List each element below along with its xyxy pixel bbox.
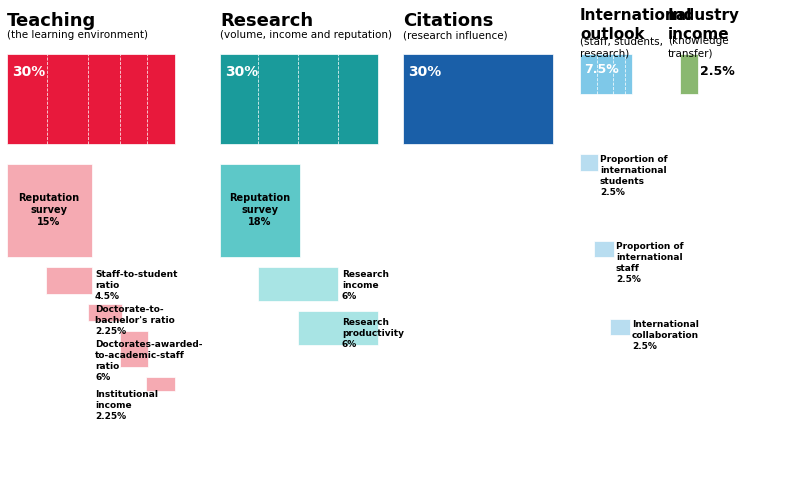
Text: 30%: 30%	[12, 65, 46, 79]
Text: 30%: 30%	[408, 65, 441, 79]
Bar	[7, 55, 175, 145]
Text: (research influence): (research influence)	[403, 30, 508, 40]
Bar	[580, 55, 632, 95]
Text: International
outlook: International outlook	[580, 8, 692, 42]
Text: Proportion of
international
staff
2.5%: Proportion of international staff 2.5%	[616, 242, 684, 284]
Text: Industry
income: Industry income	[668, 8, 740, 42]
Text: 7.5%: 7.5%	[584, 63, 619, 76]
Text: Citations: Citations	[403, 12, 494, 30]
Text: Institutional
income
2.25%: Institutional income 2.25%	[95, 389, 158, 420]
Text: Reputation
survey
15%: Reputation survey 15%	[18, 192, 79, 227]
Text: (the learning environment): (the learning environment)	[7, 30, 148, 40]
Text: Doctorate-to-
bachelor's ratio
2.25%: Doctorate-to- bachelor's ratio 2.25%	[95, 304, 175, 335]
Text: Research
productivity
6%: Research productivity 6%	[342, 318, 404, 348]
Bar	[46, 268, 92, 294]
Bar	[594, 242, 614, 257]
Bar	[298, 311, 378, 345]
Text: 2.5%: 2.5%	[700, 65, 735, 78]
Text: International
collaboration
2.5%: International collaboration 2.5%	[632, 319, 699, 350]
Text: Research: Research	[220, 12, 313, 30]
Text: 30%: 30%	[225, 65, 258, 79]
Bar	[88, 304, 122, 321]
Text: Teaching: Teaching	[7, 12, 97, 30]
Bar	[220, 55, 378, 145]
Text: (staff, students,
research): (staff, students, research)	[580, 36, 663, 58]
Text: Proportion of
international
students
2.5%: Proportion of international students 2.5…	[600, 155, 667, 197]
Bar	[258, 268, 338, 302]
Text: (volume, income and reputation): (volume, income and reputation)	[220, 30, 392, 40]
Bar	[403, 55, 553, 145]
Text: (knowledge
transfer): (knowledge transfer)	[668, 36, 728, 58]
Bar	[146, 377, 175, 391]
Text: Research
income
6%: Research income 6%	[342, 270, 389, 301]
Text: Staff-to-student
ratio
4.5%: Staff-to-student ratio 4.5%	[95, 270, 177, 301]
Bar	[580, 155, 598, 172]
Text: Reputation
survey
18%: Reputation survey 18%	[229, 192, 290, 227]
Bar	[680, 55, 698, 95]
Bar	[220, 165, 300, 257]
Bar	[610, 319, 630, 335]
Bar	[120, 332, 148, 367]
Text: Doctorates-awarded-
to-academic-staff
ratio
6%: Doctorates-awarded- to-academic-staff ra…	[95, 339, 203, 381]
Bar	[7, 165, 92, 257]
